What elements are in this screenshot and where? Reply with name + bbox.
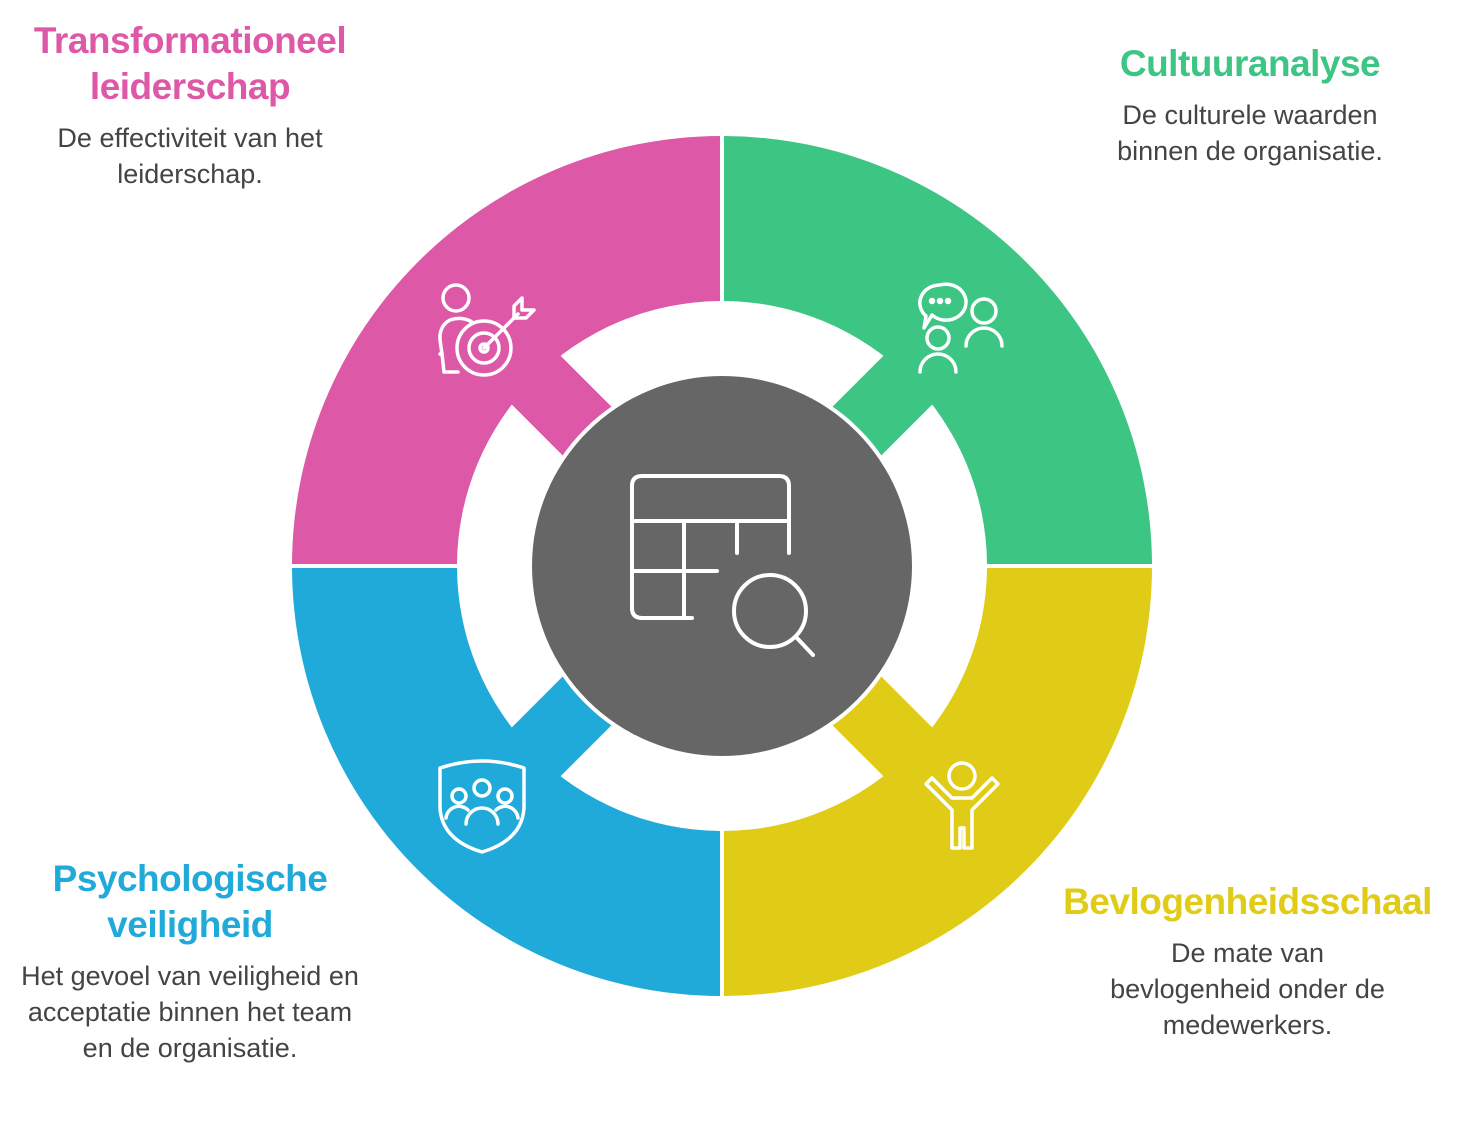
section-description: De mate van bevlogenheid onder de medewe… (1110, 938, 1385, 1040)
section-transformationeel-leiderschap: Transformationeel leiderschap De effecti… (10, 18, 370, 192)
cheering-person-icon (924, 761, 1000, 850)
section-title: Psychologische veiligheid (52, 858, 328, 945)
person-target-icon (438, 283, 536, 377)
center-circle (532, 376, 912, 756)
section-description: Het gevoel van veiligheid en acceptatie … (21, 961, 359, 1063)
section-title: Cultuuranalyse (1119, 43, 1381, 84)
section-cultuuranalyse: Cultuuranalyse De culturele waarden binn… (1090, 41, 1410, 169)
shield-team-icon (438, 759, 526, 854)
section-title: Transformationeel leiderschap (33, 20, 347, 107)
section-description: De effectiviteit van het leiderschap. (57, 123, 323, 189)
people-chat-icon (918, 282, 1004, 374)
table-search-icon (630, 474, 815, 657)
section-description: De culturele waarden binnen de organisat… (1117, 100, 1383, 166)
section-title: Bevlogenheidsschaal (1063, 881, 1432, 922)
section-bevlogenheidsschaal: Bevlogenheidsschaal De mate van bevlogen… (1050, 879, 1445, 1043)
section-psychologische-veiligheid: Psychologische veiligheid Het gevoel van… (20, 856, 360, 1066)
